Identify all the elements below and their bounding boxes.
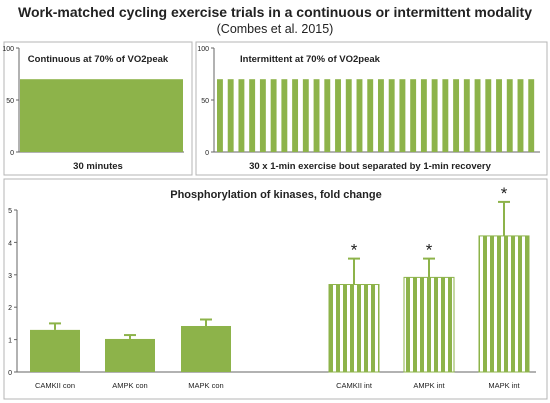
kinase-bar <box>403 276 455 373</box>
page-subtitle: (Combes et al. 2015) <box>216 22 334 36</box>
intermittent-bout-bar <box>313 79 320 152</box>
panel-2-y-tick-label: 4 <box>8 240 12 247</box>
intermittent-bout-bar <box>517 79 524 152</box>
intermittent-bout-bar <box>367 79 374 152</box>
kinase-category-label: AMPK int <box>413 381 445 390</box>
intermittent-bout-bar <box>324 79 331 152</box>
panel-1-y-tick-label: 50 <box>201 98 209 105</box>
kinase-bar <box>181 325 231 372</box>
intermittent-bout-bar <box>453 79 460 152</box>
kinase-category-label: MAPK con <box>188 381 223 390</box>
intermittent-bout-bar <box>238 79 245 152</box>
significance-asterisk: * <box>426 241 433 260</box>
intermittent-bout-bar <box>378 79 384 152</box>
panel-0-y-tick-label: 0 <box>10 150 14 157</box>
significance-asterisk: * <box>501 184 508 203</box>
intermittent-bout-bar <box>259 79 266 152</box>
panel-1-y-tick-label: 100 <box>197 46 209 53</box>
panel-2-y-tick-label: 3 <box>8 273 12 280</box>
continuous-x-label: 30 minutes <box>73 161 123 172</box>
page-title: Work-matched cycling exercise trials in … <box>18 4 532 20</box>
panel-2-y-tick-label: 0 <box>8 370 12 377</box>
intermittent-bout-bar <box>485 79 492 152</box>
intermittent-bout-bar <box>431 79 438 152</box>
intermittent-bout-bar <box>302 79 309 152</box>
kinase-category-label: AMPK con <box>112 381 147 390</box>
kinase-bar <box>328 284 380 373</box>
intermittent-bout-bar <box>335 79 341 152</box>
kinase-bar <box>105 338 155 372</box>
intermittent-bout-bar <box>388 79 395 152</box>
intermittent-bout-bar <box>506 79 513 152</box>
intermittent-panel-title: Intermittent at 70% of VO2peak <box>240 54 381 65</box>
intermittent-bout-bar <box>399 79 406 152</box>
significance-asterisk: * <box>351 241 358 260</box>
continuous-panel-title: Continuous at 70% of VO2peak <box>28 54 169 65</box>
kinase-panel-title: Phosphorylation of kinases, fold change <box>170 189 381 201</box>
intermittent-bout-bar <box>249 79 256 152</box>
kinase-bar <box>30 329 80 372</box>
kinase-category-label: MAPK int <box>488 381 520 390</box>
intermittent-bout-bar <box>345 79 352 152</box>
kinase-category-label: CAMKII con <box>35 381 75 390</box>
kinase-panel-frame <box>3 178 548 400</box>
intermittent-bout-bar <box>281 79 288 152</box>
intermittent-bout-bar <box>463 79 470 152</box>
intermittent-bout-bar <box>496 79 502 152</box>
panel-2-y-tick-label: 1 <box>8 338 12 345</box>
intermittent-bout-bar <box>442 79 449 152</box>
panel-2-y-tick-label: 2 <box>8 305 12 312</box>
intermittent-x-label: 30 x 1-min exercise bout separated by 1-… <box>249 161 492 172</box>
intermittent-bout-bar <box>217 79 223 152</box>
intermittent-bout-bar <box>227 79 234 152</box>
intermittent-bout-bar <box>356 79 363 152</box>
panel-1-y-tick-label: 0 <box>205 150 209 157</box>
intermittent-bout-bar <box>420 79 427 152</box>
continuous-bar <box>20 79 183 152</box>
panel-0-y-tick-label: 100 <box>2 46 14 53</box>
intermittent-bout-bar <box>528 79 535 152</box>
intermittent-bout-bar <box>292 79 299 152</box>
intermittent-bout-bar <box>410 79 417 152</box>
intermittent-bout-bar <box>270 79 277 152</box>
kinase-bar <box>478 235 530 373</box>
intermittent-bout-bar <box>474 79 481 152</box>
panel-0-y-tick-label: 50 <box>6 98 14 105</box>
kinase-category-label: CAMKII int <box>336 381 373 390</box>
panel-2-y-tick-label: 5 <box>8 208 12 215</box>
